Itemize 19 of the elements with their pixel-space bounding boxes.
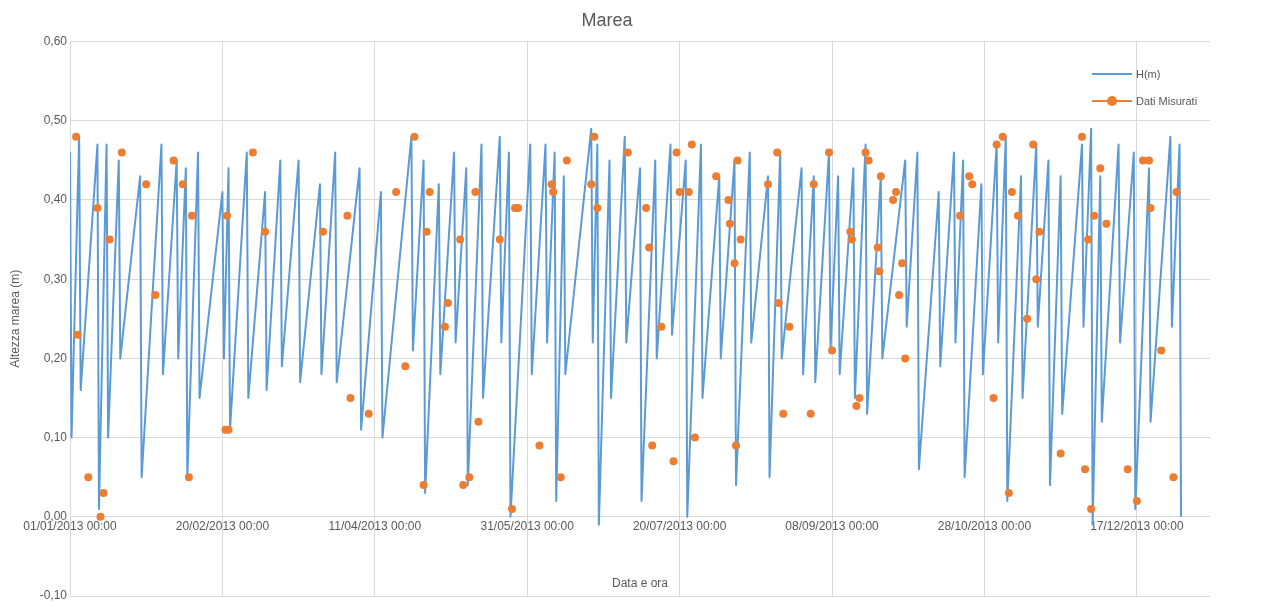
legend-label: Dati Misurati [1136, 94, 1198, 107]
y-tick-label: -0,10 [39, 588, 68, 603]
x-tick-label: 08/09/2013 00:00 [785, 519, 880, 534]
x-tick-label: 17/12/2013 00:00 [1090, 519, 1184, 534]
x-tick-label: 31/05/2013 00:00 [480, 519, 575, 534]
y-tick-label: 0,10 [43, 429, 68, 444]
y-tick-label: 0,30 [43, 271, 68, 286]
y-axis-title: Altezza marea (m) [7, 269, 22, 368]
legend-label: H(m) [1136, 67, 1161, 80]
y-tick-label: 0,60 [43, 33, 68, 48]
x-tick-label: 20/02/2013 00:00 [175, 519, 270, 534]
x-tick-label: 11/04/2013 00:00 [328, 519, 422, 534]
x-tick-label: 20/07/2013 00:00 [632, 519, 727, 534]
y-tick-label: 0,20 [43, 350, 68, 365]
x-axis-title: Data e ora [611, 576, 669, 591]
y-tick-label: 0,50 [43, 113, 68, 128]
x-tick-label: 28/10/2013 00:00 [937, 519, 1032, 534]
chart-title: Marea [581, 9, 634, 30]
y-tick-label: 0,40 [43, 192, 68, 207]
